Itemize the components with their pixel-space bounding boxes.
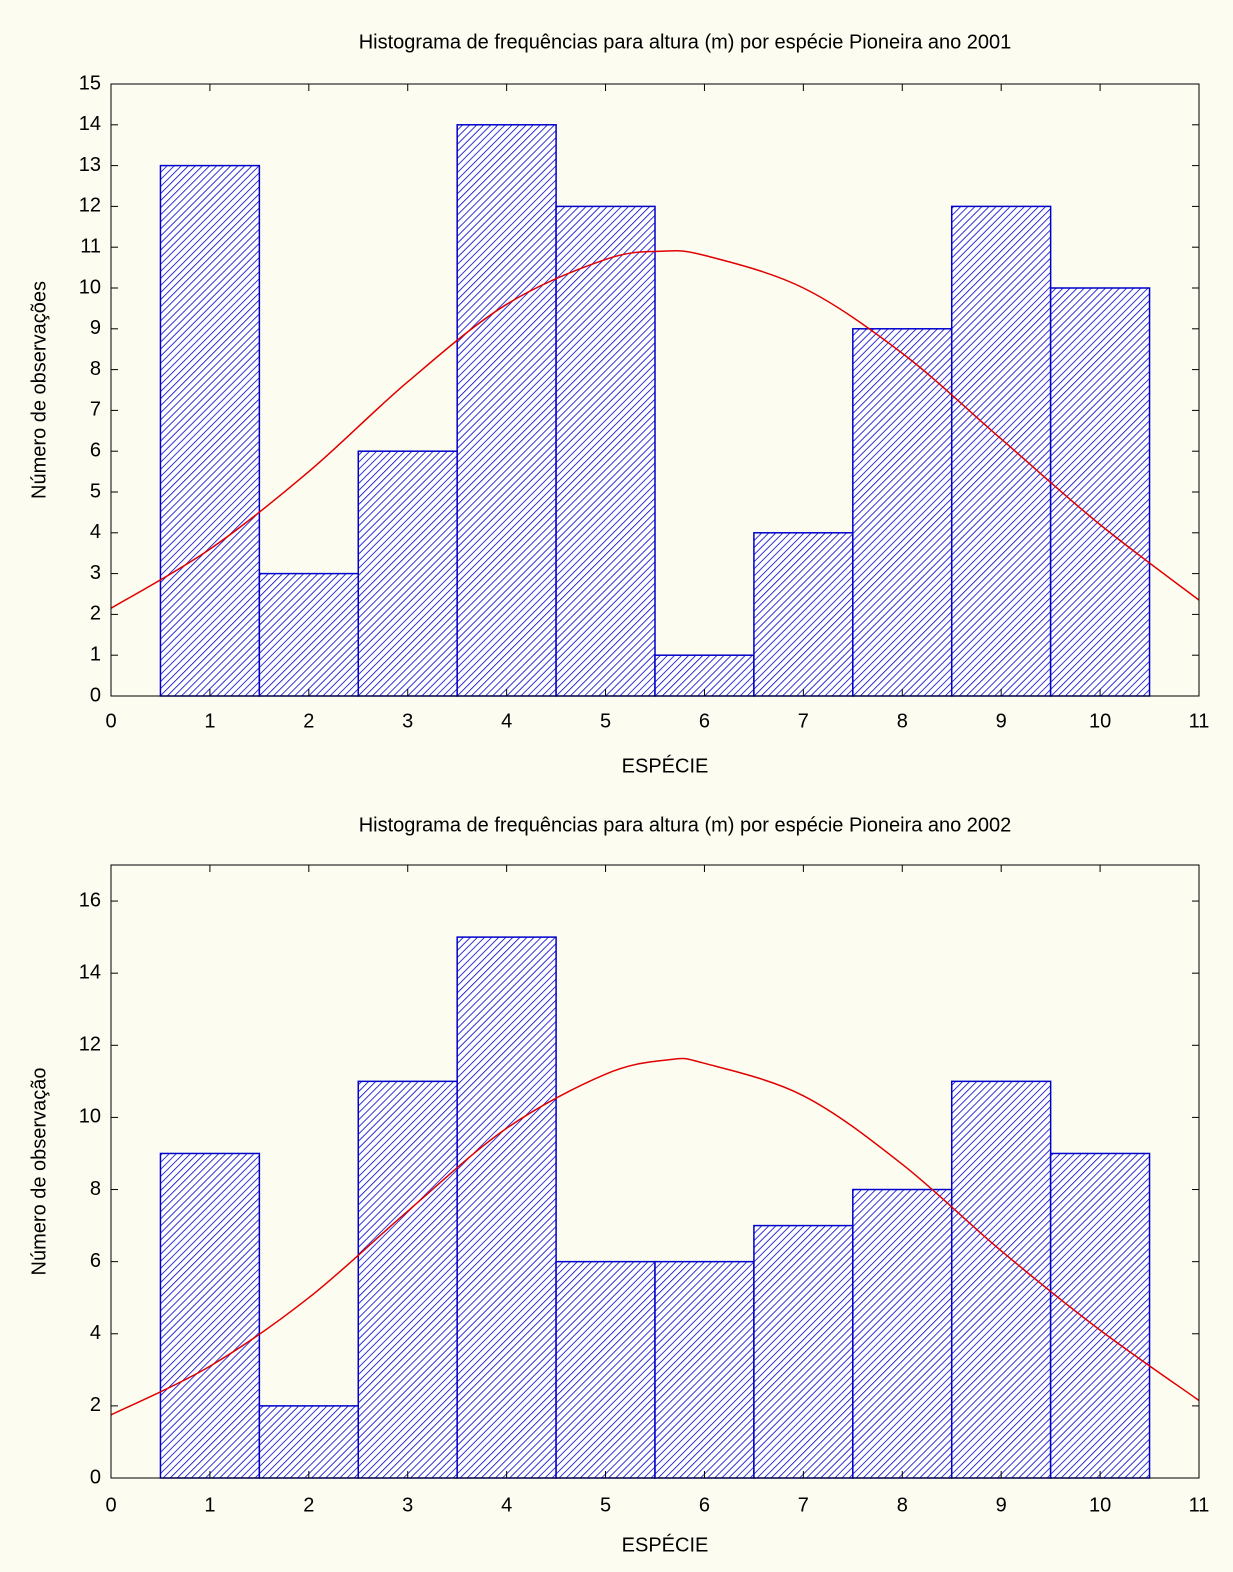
x-tick-label: 9	[996, 710, 1007, 732]
x-tick-label: 11	[1189, 710, 1210, 732]
histogram-bar	[258, 1405, 360, 1479]
y-tick-label: 1	[90, 643, 101, 665]
histogram-bar	[753, 532, 854, 697]
y-tick-label: 7	[90, 399, 101, 421]
x-tick-label: 7	[798, 710, 809, 732]
y-tick-label: 5	[90, 480, 101, 502]
chart-title: Histograma de frequências para altura (m…	[359, 814, 1012, 836]
x-tick-label: 6	[699, 710, 710, 732]
histogram-bar	[159, 164, 261, 697]
x-tick-label: 6	[699, 1494, 710, 1516]
x-axis-label: ESPÉCIE	[622, 754, 709, 777]
histogram-bar	[950, 205, 1052, 697]
y-tick-label: 12	[79, 1034, 101, 1056]
histogram-bar	[258, 572, 360, 697]
x-tick-label: 4	[501, 710, 512, 732]
y-tick-label: 10	[79, 276, 101, 298]
histogram-bar	[1049, 1152, 1151, 1479]
x-tick-label: 8	[897, 1494, 908, 1516]
y-tick-label: 12	[79, 195, 101, 217]
x-tick-label: 2	[303, 1494, 314, 1516]
x-tick-label: 1	[204, 1494, 215, 1516]
y-tick-label: 14	[79, 113, 101, 135]
x-tick-label: 10	[1089, 710, 1111, 732]
y-tick-label: 6	[90, 1250, 101, 1272]
y-axis-label: Número de observação	[28, 1068, 50, 1276]
histogram-bar	[852, 328, 953, 697]
histogram-bar	[753, 1224, 854, 1479]
y-tick-label: 14	[79, 961, 101, 983]
y-tick-label: 6	[90, 439, 101, 461]
x-axis-label: ESPÉCIE	[622, 1533, 709, 1556]
fit-curve	[110, 249, 1200, 609]
histogram-bar	[852, 1188, 953, 1479]
histogram-bar	[357, 1080, 458, 1479]
chart-title: Histograma de frequências para altura (m…	[359, 31, 1012, 53]
x-tick-label: 8	[897, 710, 908, 732]
x-tick-label: 2	[303, 710, 314, 732]
y-tick-label: 4	[90, 521, 101, 543]
histogram-bar	[950, 1080, 1052, 1479]
y-tick-label: 2	[90, 603, 101, 625]
x-tick-label: 3	[402, 1494, 413, 1516]
histogram-bar	[456, 124, 557, 697]
x-tick-label: 0	[105, 1494, 116, 1516]
y-tick-label: 0	[90, 684, 101, 706]
y-axis-label: Número de observações	[28, 281, 50, 499]
x-tick-label: 0	[105, 710, 116, 732]
x-tick-label: 5	[600, 1494, 611, 1516]
x-tick-label: 5	[600, 710, 611, 732]
y-tick-label: 10	[79, 1106, 101, 1128]
histogram-bar	[654, 1260, 755, 1479]
plot-frame	[110, 864, 1200, 1479]
y-tick-label: 16	[79, 889, 101, 911]
y-tick-label: 9	[90, 317, 101, 339]
histogram-bar	[357, 450, 458, 697]
y-tick-label: 2	[90, 1394, 101, 1416]
histogram-bar	[555, 205, 656, 697]
x-tick-label: 10	[1089, 1494, 1111, 1516]
x-tick-label: 4	[501, 1494, 512, 1516]
y-tick-label: 0	[90, 1466, 101, 1488]
y-tick-label: 4	[90, 1322, 101, 1344]
y-tick-label: 8	[90, 358, 101, 380]
y-tick-label: 11	[80, 235, 101, 257]
fit-curve	[110, 1057, 1200, 1416]
histogram-bar	[555, 1260, 656, 1479]
y-tick-label: 15	[79, 72, 101, 94]
histogram-bar	[1049, 287, 1151, 697]
x-tick-label: 3	[402, 710, 413, 732]
histogram-bar	[159, 1152, 261, 1479]
plot-frame	[110, 83, 1200, 697]
y-tick-label: 13	[79, 154, 101, 176]
x-tick-label: 7	[798, 1494, 809, 1516]
y-tick-label: 8	[90, 1178, 101, 1200]
x-tick-label: 1	[204, 710, 215, 732]
x-tick-label: 9	[996, 1494, 1007, 1516]
y-tick-label: 3	[90, 562, 101, 584]
x-tick-label: 11	[1189, 1494, 1210, 1516]
histogram-bar	[456, 936, 557, 1479]
